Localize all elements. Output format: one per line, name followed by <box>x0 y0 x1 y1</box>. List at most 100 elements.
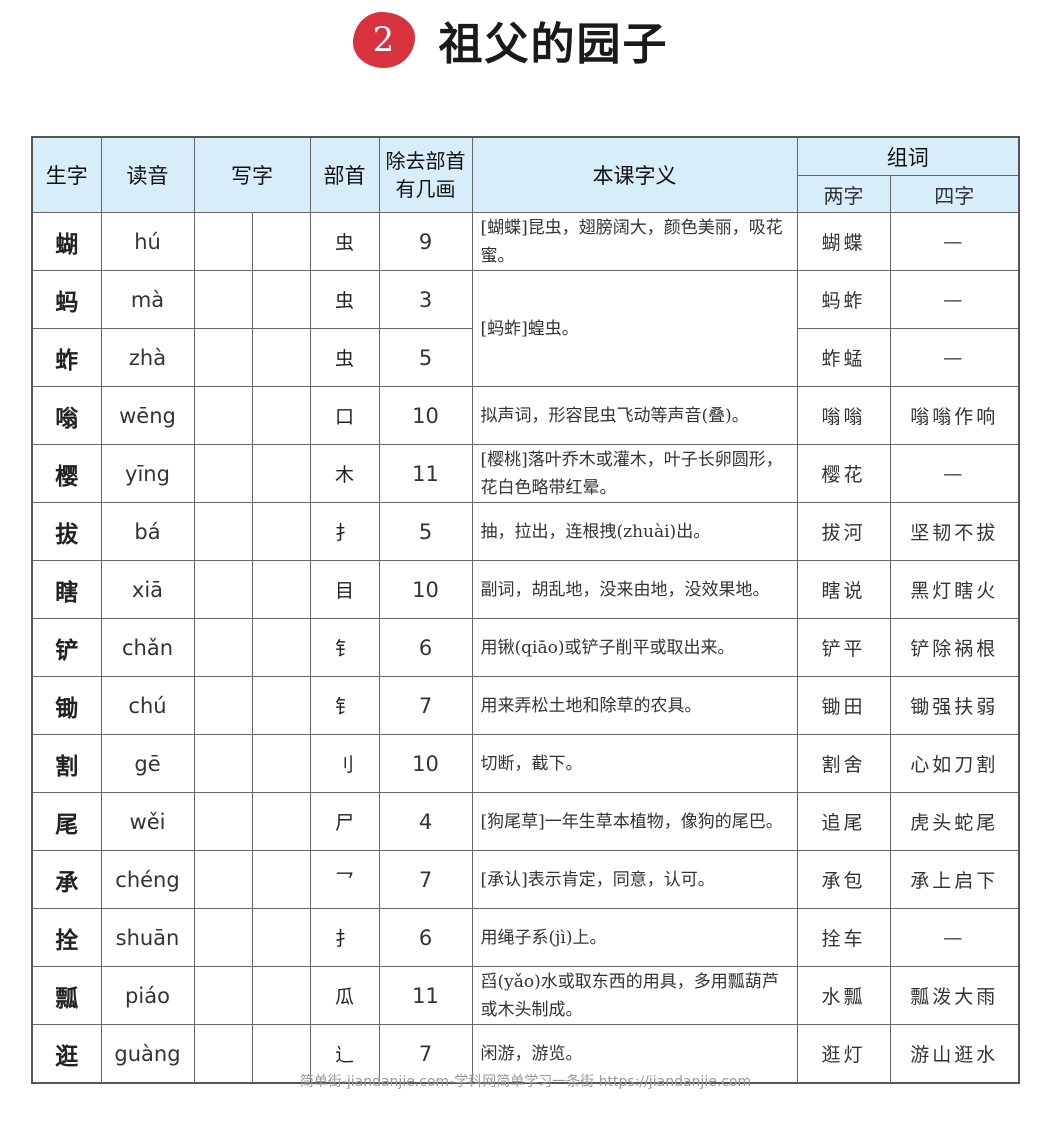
watermark: 简单街-jiandanjie.com-学科网简单学习一条街 https://ji… <box>299 1074 752 1090</box>
pinyin-cell: shuān <box>100 908 195 967</box>
radical-cell: 刂 <box>309 734 380 793</box>
write-box[interactable] <box>251 908 311 967</box>
header-meaning: 本课字义 <box>471 136 798 213</box>
radical-cell: 木 <box>309 444 380 503</box>
meaning-cell: 用来弄松土地和除草的农具。 <box>471 676 798 735</box>
meaning-cell: 用绳子系(jì)上。 <box>471 908 798 967</box>
write-box[interactable] <box>251 270 311 329</box>
write-box[interactable] <box>251 792 311 851</box>
meaning-cell: 舀(yǎo)水或取东西的用具，多用瓢葫芦或木头制成。 <box>471 966 798 1025</box>
strokes-cell: 11 <box>378 966 473 1025</box>
two-char-word-cell: 蚱蜢 <box>796 328 891 387</box>
table-row: 逛 guàng 辶 7 闲游，游览。 逛灯 游山逛水 <box>31 1024 1020 1084</box>
write-box[interactable] <box>251 502 311 561</box>
char-cell: 樱 <box>31 444 102 503</box>
write-box[interactable] <box>251 850 311 909</box>
four-char-word-cell: 坚韧不拔 <box>889 502 1020 561</box>
strokes-cell: 7 <box>378 850 473 909</box>
four-char-word-cell: — <box>889 270 1020 329</box>
meaning-cell: 抽，拉出，连根拽(zhuài)出。 <box>471 502 798 561</box>
write-box[interactable] <box>251 386 311 445</box>
strokes-cell: 10 <box>378 734 473 793</box>
strokes-cell: 5 <box>378 502 473 561</box>
char-cell: 锄 <box>31 676 102 735</box>
pinyin-cell: piáo <box>100 966 195 1025</box>
char-cell: 拔 <box>31 502 102 561</box>
two-char-word-cell: 嗡嗡 <box>796 386 891 445</box>
two-char-word-cell: 锄田 <box>796 676 891 735</box>
four-char-word-cell: 铲除祸根 <box>889 618 1020 677</box>
write-box[interactable] <box>193 212 253 271</box>
table-row: 拴 shuān 扌 6 用绳子系(jì)上。 拴车 — <box>31 908 1020 967</box>
four-char-word-cell: 锄强扶弱 <box>889 676 1020 735</box>
table-row: 瓢 piáo 瓜 11 舀(yǎo)水或取东西的用具，多用瓢葫芦或木头制成。 水瓢 瓢泼大雨 <box>31 966 1020 1025</box>
write-box[interactable] <box>193 270 253 329</box>
header-write: 写字 <box>193 136 311 213</box>
radical-cell: 尸 <box>309 792 380 851</box>
char-cell: 拴 <box>31 908 102 967</box>
two-char-word-cell: 瞎说 <box>796 560 891 619</box>
write-box[interactable] <box>193 792 253 851</box>
pinyin-cell: gē <box>100 734 195 793</box>
table-row: 蚂 mà 虫 3 [蚂蚱]蝗虫。 蚂蚱 — <box>31 270 1020 387</box>
lesson-number-badge: 2 <box>352 12 415 68</box>
table-row: 瞎 xiā 目 10 副词，胡乱地，没来由地，没效果地。 瞎说 黑灯瞎火 <box>31 560 1020 619</box>
write-box[interactable] <box>193 386 253 445</box>
write-box[interactable] <box>193 444 253 503</box>
pinyin-cell: guàng <box>100 1024 195 1084</box>
two-char-word-cell: 樱花 <box>796 444 891 503</box>
header-two-char: 两字 <box>796 175 891 213</box>
pinyin-cell: bá <box>100 502 195 561</box>
four-char-word-cell: 虎头蛇尾 <box>889 792 1020 851</box>
strokes-cell: 7 <box>378 676 473 735</box>
write-box[interactable] <box>251 734 311 793</box>
four-char-word-cell: 承上启下 <box>889 850 1020 909</box>
four-char-word-cell: — <box>889 212 1020 271</box>
write-box[interactable] <box>193 850 253 909</box>
header-char: 生字 <box>31 136 102 213</box>
meaning-cell: [蚂蚱]蝗虫。 <box>471 270 798 387</box>
two-char-word-cell: 拔河 <box>796 502 891 561</box>
meaning-cell: 闲游，游览。 <box>471 1024 798 1084</box>
radical-cell: 扌 <box>309 908 380 967</box>
write-box[interactable] <box>251 212 311 271</box>
char-cell: 承 <box>31 850 102 909</box>
char-cell: 蚂 <box>31 270 102 329</box>
radical-cell: 瓜 <box>309 966 380 1025</box>
write-box[interactable] <box>193 502 253 561</box>
table-row: 蝴 hú 虫 9 [蝴蝶]昆虫，翅膀阔大，颜色美丽，吸花蜜。 蝴蝶 — <box>31 212 1020 271</box>
pinyin-cell: xiā <box>100 560 195 619</box>
write-box[interactable] <box>193 734 253 793</box>
write-box[interactable] <box>193 328 253 387</box>
char-cell: 嗡 <box>31 386 102 445</box>
strokes-cell: 10 <box>378 560 473 619</box>
four-char-word-cell: — <box>889 444 1020 503</box>
write-box[interactable] <box>251 966 311 1025</box>
write-box[interactable] <box>193 618 253 677</box>
strokes-cell: 3 <box>378 270 473 329</box>
write-box[interactable] <box>193 676 253 735</box>
write-box[interactable] <box>251 618 311 677</box>
table-row: 承 chéng 乛 7 [承认]表示肯定，同意，认可。 承包 承上启下 <box>31 850 1020 909</box>
radical-cell: 钅 <box>309 618 380 677</box>
vocabulary-table: 生字 读音 写字 部首 除去部首有几画 本课字义 组词 两字 四字 蝴 hú 虫 9[… <box>31 136 1020 1084</box>
write-box[interactable] <box>251 560 311 619</box>
strokes-cell: 11 <box>378 444 473 503</box>
char-cell: 割 <box>31 734 102 793</box>
char-cell: 蝴 <box>31 212 102 271</box>
header-radical: 部首 <box>309 136 380 213</box>
write-box[interactable] <box>251 328 311 387</box>
write-box[interactable] <box>193 560 253 619</box>
write-box[interactable] <box>251 676 311 735</box>
write-box[interactable] <box>193 908 253 967</box>
write-box[interactable] <box>251 444 311 503</box>
table-row: 割 gē 刂 10 切断，截下。 割舍 心如刀割 <box>31 734 1020 793</box>
strokes-cell: 6 <box>378 618 473 677</box>
write-box[interactable] <box>193 966 253 1025</box>
meaning-cell: [樱桃]落叶乔木或灌木，叶子长卵圆形，花白色略带红晕。 <box>471 444 798 503</box>
strokes-cell: 9 <box>378 212 473 271</box>
two-char-word-cell: 追尾 <box>796 792 891 851</box>
two-char-word-cell: 蝴蝶 <box>796 212 891 271</box>
radical-cell: 口 <box>309 386 380 445</box>
two-char-word-cell: 拴车 <box>796 908 891 967</box>
